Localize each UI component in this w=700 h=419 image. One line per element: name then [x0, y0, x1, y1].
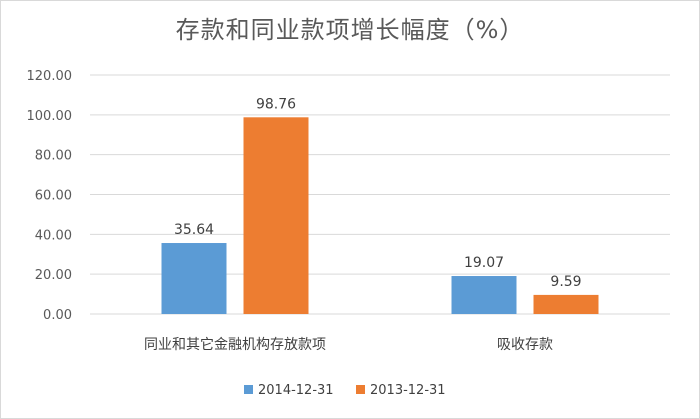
category-labels: 同业和其它金融机构存放款项 吸收存款	[144, 336, 553, 353]
bars	[161, 117, 599, 314]
data-label: 9.59	[550, 274, 581, 290]
y-tick-label: 0.00	[43, 308, 72, 323]
legend-swatch	[244, 385, 253, 394]
y-tick-label: 80.00	[35, 149, 72, 164]
data-label: 98.76	[256, 96, 296, 112]
y-tick-label: 40.00	[35, 228, 72, 243]
legend-swatch	[356, 385, 365, 394]
y-tick-label: 20.00	[35, 268, 72, 283]
y-tick-label: 120.00	[27, 69, 73, 84]
y-axis-ticks: 0.00 20.00 40.00 60.00 80.00 100.00 120.00	[27, 69, 73, 323]
y-tick-label: 100.00	[27, 109, 73, 124]
category-label: 吸收存款	[497, 337, 553, 353]
y-tick-label: 60.00	[35, 189, 72, 204]
legend: 2014-12-31 2013-12-31	[244, 383, 446, 398]
bar-2014-12-31-0	[161, 243, 227, 314]
data-label: 35.64	[174, 222, 214, 238]
category-label: 同业和其它金融机构存放款项	[144, 336, 326, 353]
gridlines	[90, 74, 670, 275]
bar-2014-12-31-1	[451, 276, 517, 314]
legend-label: 2014-12-31	[258, 383, 334, 398]
bar-2013-12-31-0	[243, 117, 309, 314]
data-labels: 35.64 98.76 19.07 9.59	[174, 96, 582, 290]
legend-label: 2013-12-31	[370, 383, 446, 398]
bar-2013-12-31-1	[533, 294, 599, 314]
chart-title: 存款和同业款项增长幅度（%）	[175, 16, 525, 44]
data-label: 19.07	[464, 255, 504, 271]
